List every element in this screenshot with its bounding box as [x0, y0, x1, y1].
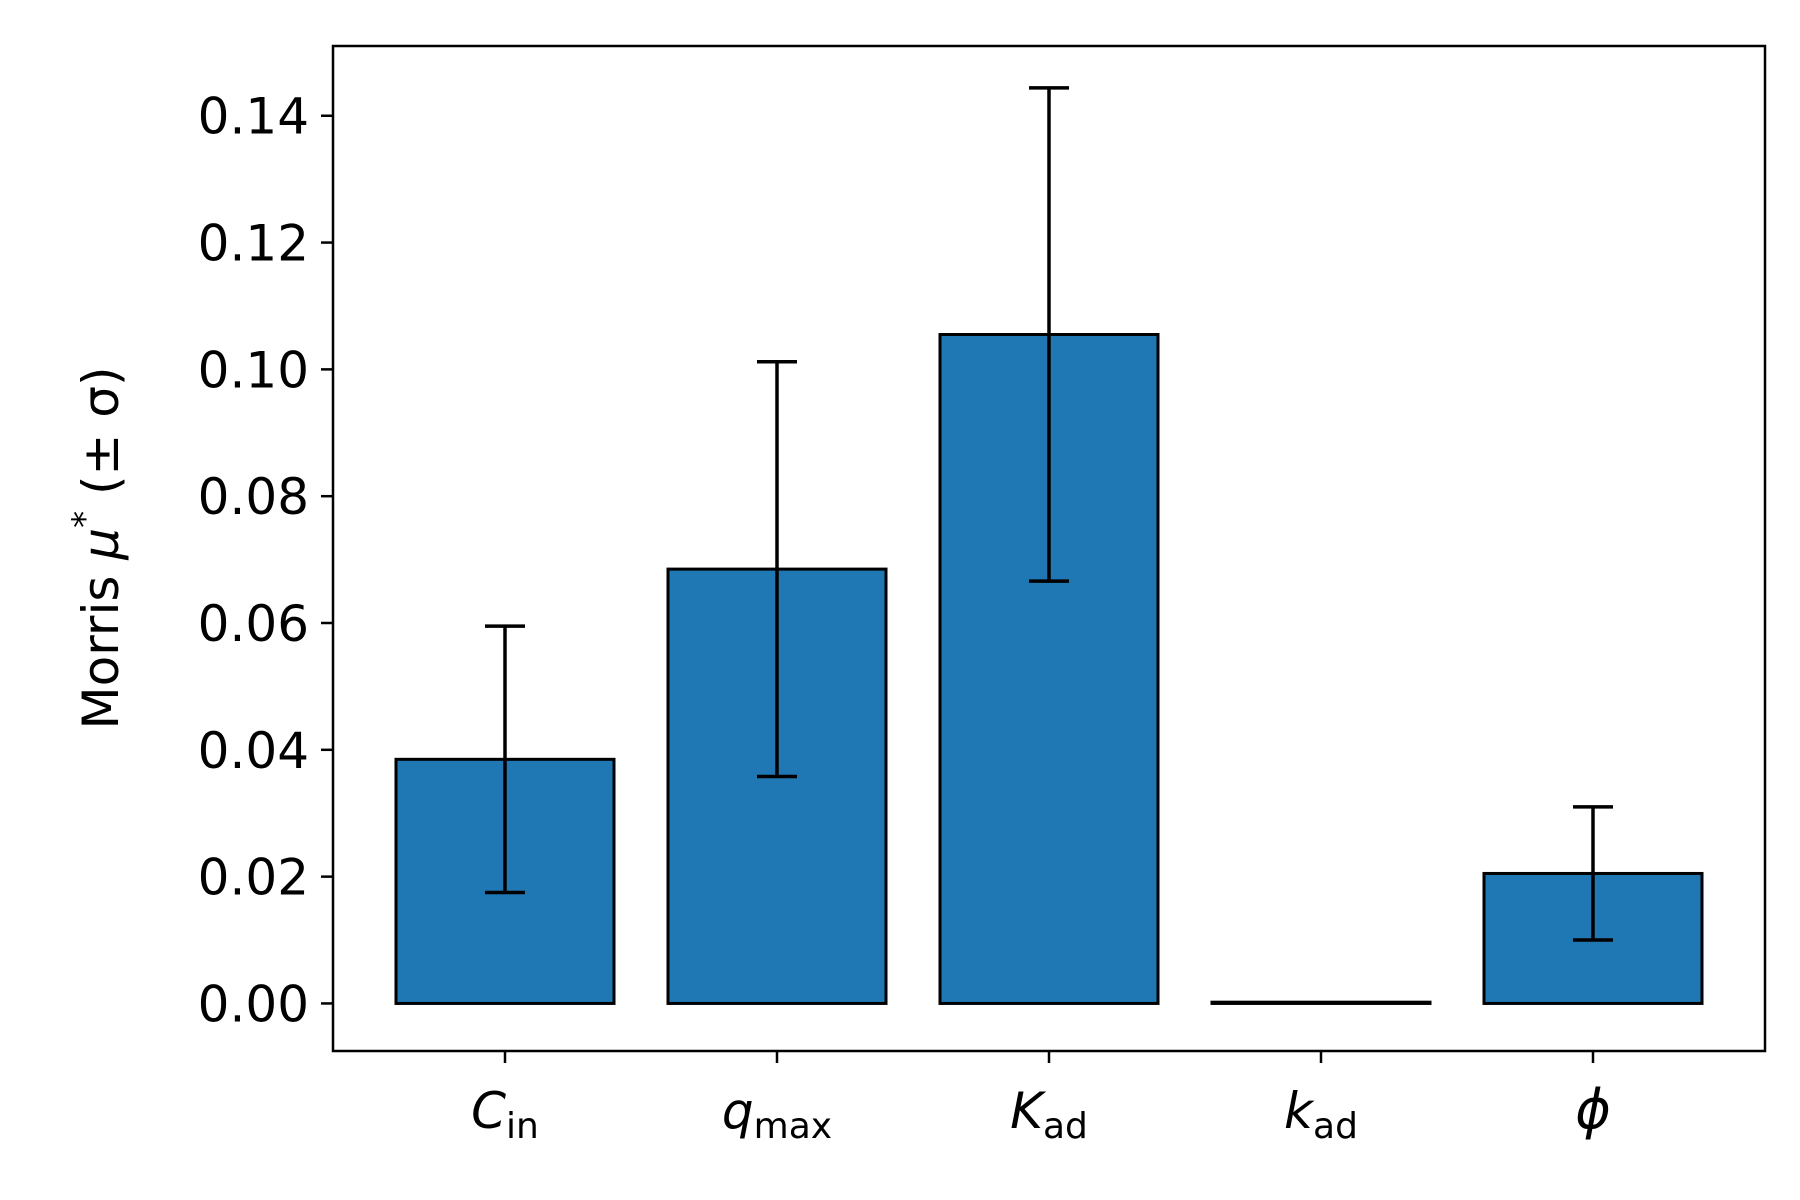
y-tick-label: 0.06: [198, 595, 309, 653]
y-tick-label: 0.08: [198, 468, 309, 526]
x-axis: Cin qmax Kad kad ϕ: [471, 1051, 1611, 1147]
x-tick-label-C_in: Cin: [471, 1082, 539, 1147]
y-tick-label: 0.02: [198, 849, 309, 907]
x-tick-label-phi: ϕ: [1575, 1078, 1611, 1141]
y-tick-label: 0.14: [198, 88, 309, 146]
x-tick-label-k_ad: kad: [1284, 1082, 1358, 1147]
errorbar-K_ad: [1029, 86, 1069, 583]
y-tick-label: 0.04: [198, 722, 309, 780]
y-axis-label: Morris μ* (± σ): [65, 366, 130, 729]
y-tick-label: 0.10: [198, 341, 309, 399]
y-axis: 0.00 0.02 0.04 0.06 0.08 0.10 0.12 0.14: [198, 88, 333, 1033]
y-tick-label: 0.12: [198, 215, 309, 273]
errorbar-phi: [1573, 805, 1613, 942]
bar-k_ad: [1210, 1000, 1432, 1005]
errorbar-q_max: [757, 360, 797, 779]
errorbars-layer: [485, 86, 1613, 942]
y-tick-label: 0.00: [198, 975, 309, 1033]
x-tick-label-K_ad: Kad: [1010, 1082, 1088, 1147]
errorbar-C_in: [485, 624, 525, 895]
x-tick-label-q_max: qmax: [722, 1082, 832, 1147]
